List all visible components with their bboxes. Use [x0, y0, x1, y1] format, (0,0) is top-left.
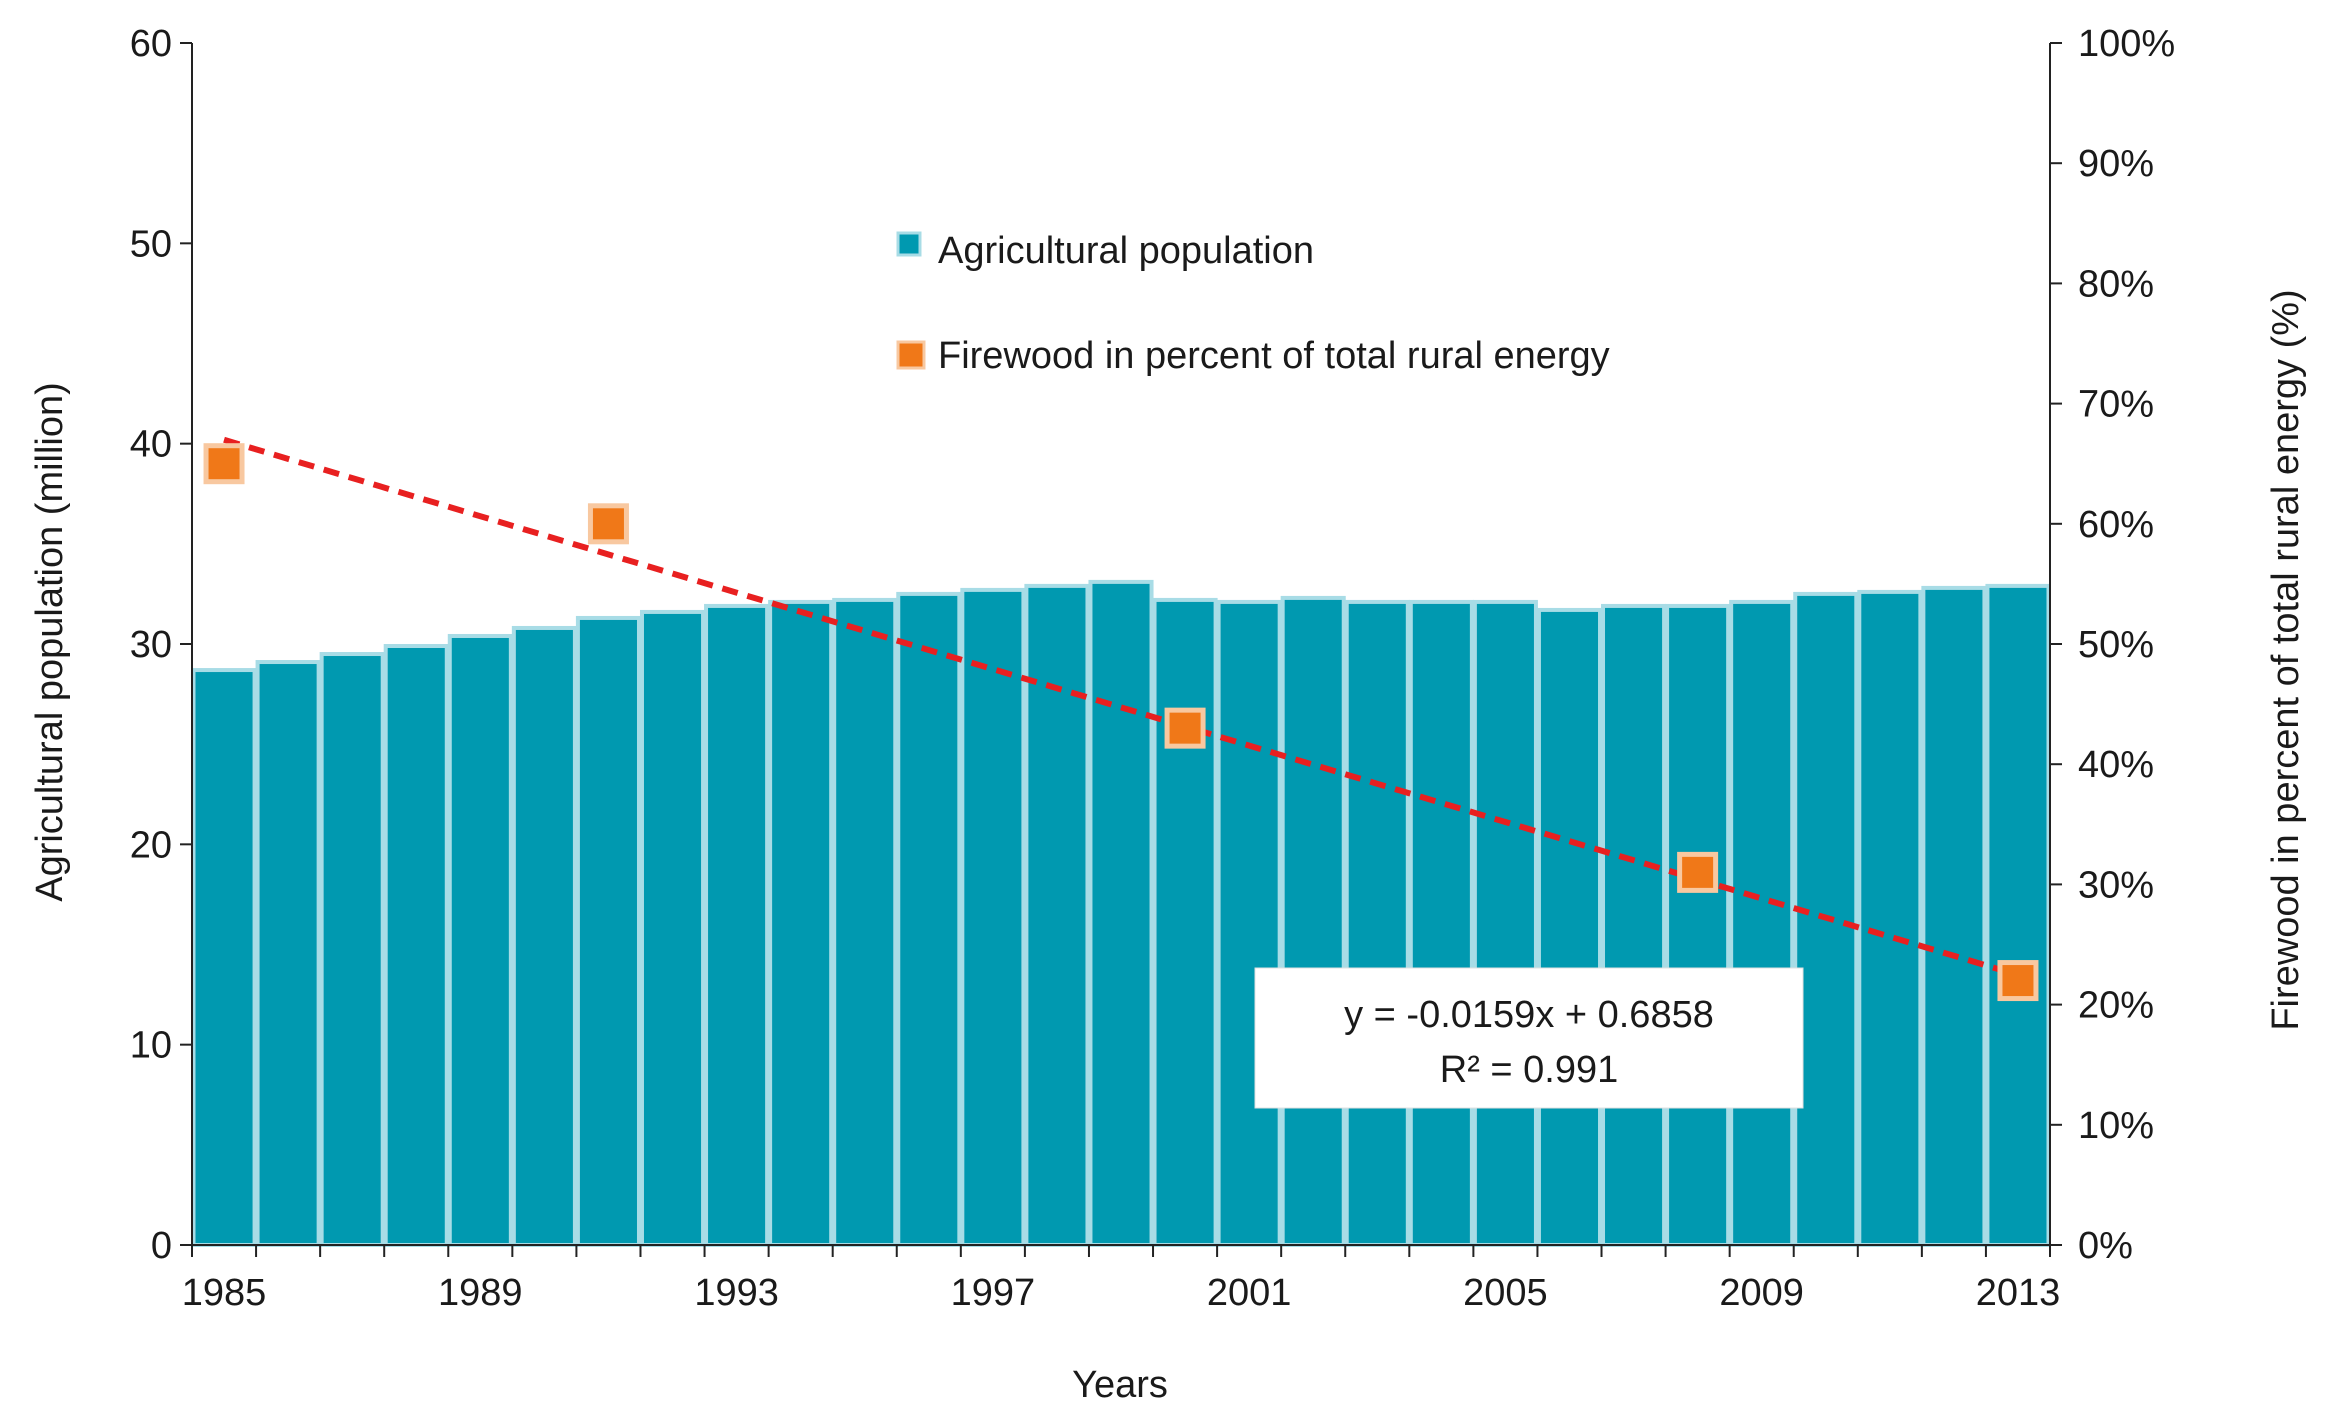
bar-1985	[191, 668, 257, 1247]
bar-2012	[1921, 585, 1987, 1247]
bar-1994	[768, 599, 834, 1247]
y2-tick-label: 70%	[2078, 384, 2154, 426]
x-tick-label: 2001	[1207, 1272, 1292, 1314]
bar-2008	[1665, 603, 1731, 1247]
y-tick-label: 40	[130, 424, 172, 466]
firewood-point-2013	[1997, 960, 2039, 1002]
bar-2007	[1601, 603, 1667, 1247]
y-tick-label: 50	[130, 223, 172, 265]
bar-1988	[383, 644, 449, 1247]
trendline-equation: y = -0.0159x + 0.6858	[1344, 994, 1714, 1036]
bar-2013	[1985, 583, 2051, 1247]
x-tick-label: 1985	[182, 1272, 267, 1314]
bar-2009	[1729, 599, 1795, 1247]
x-tick-label: 2009	[1719, 1272, 1804, 1314]
trendline-r-squared: R² = 0.991	[1440, 1049, 1619, 1091]
y2-tick-label: 50%	[2078, 624, 2154, 666]
firewood-point-2000	[1164, 707, 1206, 749]
y-tick-label: 0	[151, 1225, 172, 1267]
bar-1986	[255, 660, 321, 1247]
bar-1987	[319, 652, 385, 1247]
bar-2001	[1216, 599, 1282, 1247]
y2-tick-label: 80%	[2078, 263, 2154, 305]
bar-2003	[1344, 599, 1410, 1247]
trendline-line	[223, 436, 2019, 978]
bar-1996	[896, 591, 962, 1247]
bar-2000	[1152, 597, 1218, 1247]
firewood-point-1985	[203, 443, 245, 485]
legend: Agricultural population Firewood in perc…	[896, 230, 1610, 377]
y-tick-label: 10	[130, 1025, 172, 1067]
y2-tick-label: 90%	[2078, 143, 2154, 185]
bar-2006	[1536, 607, 1603, 1247]
y2-axis-title: Firewood in percent of total rural energ…	[2265, 289, 2307, 1030]
x-tick-label: 1989	[438, 1272, 523, 1314]
bar-2011	[1857, 589, 1923, 1247]
legend-label-agricultural-population: Agricultural population	[938, 230, 1314, 272]
y-axis-title: Agricultural population (million)	[29, 382, 71, 902]
y2-tick-label: 20%	[2078, 985, 2154, 1027]
bar-1993	[704, 603, 770, 1247]
y2-tick-label: 0%	[2078, 1225, 2133, 1267]
bar-1997	[960, 587, 1026, 1247]
legend-swatch-agricultural-population	[896, 231, 922, 257]
y2-tick-label: 60%	[2078, 504, 2154, 546]
y-tick-label: 60	[130, 23, 172, 65]
y-tick-label: 20	[130, 824, 172, 866]
bar-1992	[639, 609, 706, 1247]
bar-2002	[1280, 595, 1346, 1247]
y2-tick-label: 30%	[2078, 864, 2154, 906]
axes: 0 10 20 30 40 50 60 0% 10% 20% 30% 40% 50% 60% 70% 80% 9…	[130, 23, 2175, 1314]
bar-1989	[447, 633, 513, 1247]
legend-swatch-firewood	[896, 340, 926, 370]
x-axis-title: Years	[1072, 1364, 1168, 1406]
x-tick-label: 2013	[1976, 1272, 2061, 1314]
trendline-equation-box: y = -0.0159x + 0.6858 R² = 0.991	[1254, 967, 1804, 1109]
x-tick-label: 1993	[694, 1272, 779, 1314]
y2-tick-label: 40%	[2078, 744, 2154, 786]
bar-1990	[511, 625, 577, 1247]
bar-2005	[1472, 599, 1538, 1247]
scatter-points	[203, 443, 2039, 1002]
x-tick-label: 1997	[951, 1272, 1036, 1314]
trendline	[223, 436, 2019, 978]
bar-1995	[832, 597, 898, 1247]
y-tick-label: 30	[130, 624, 172, 666]
y2-tick-label: 10%	[2078, 1105, 2154, 1147]
bars	[191, 579, 2051, 1247]
firewood-point-1991	[587, 503, 629, 545]
firewood-point-2008	[1677, 851, 1719, 893]
bar-1991	[575, 615, 641, 1247]
y2-tick-label: 100%	[2078, 23, 2175, 65]
bar-2004	[1408, 599, 1474, 1247]
x-tick-label: 2005	[1463, 1272, 1548, 1314]
legend-label-firewood: Firewood in percent of total rural energ…	[938, 335, 1610, 377]
bar-1999	[1088, 579, 1154, 1247]
